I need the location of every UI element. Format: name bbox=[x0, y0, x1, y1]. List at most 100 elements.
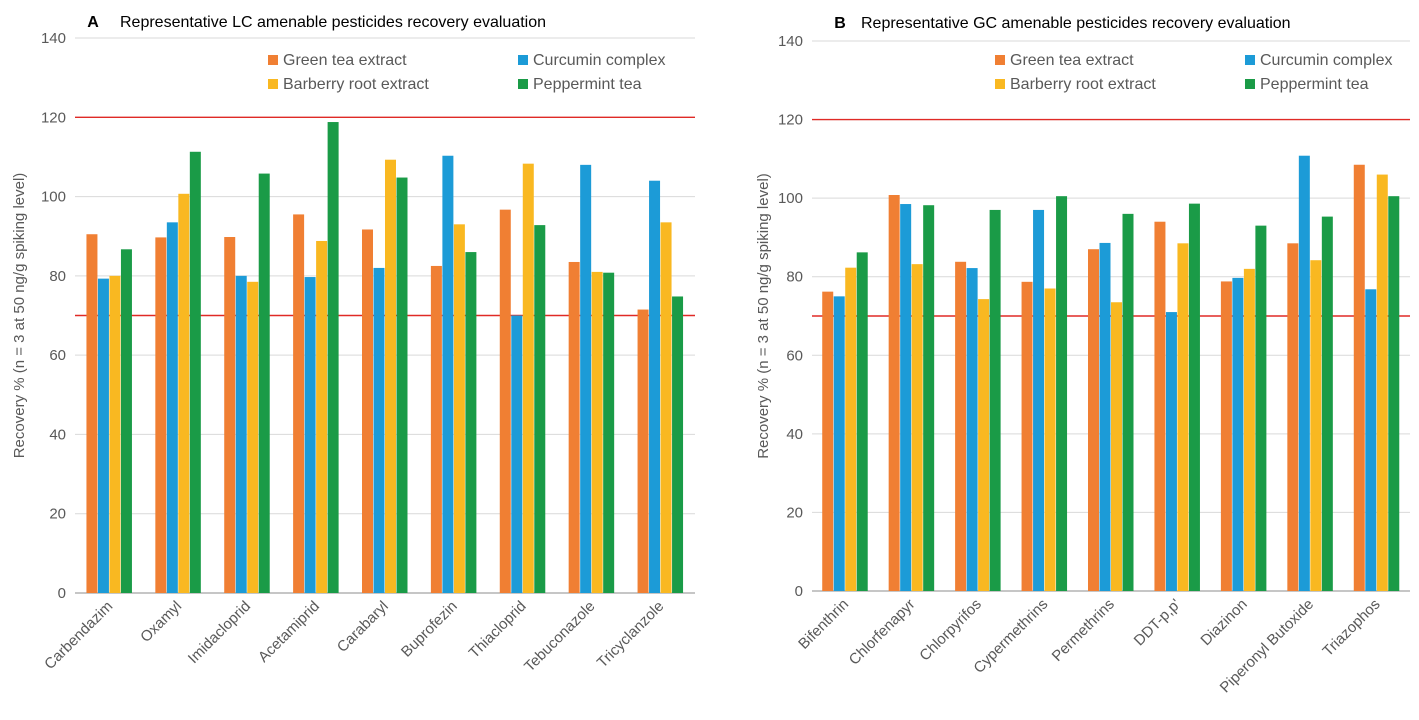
panel-letter: B bbox=[834, 15, 846, 32]
x-tick-label: Tricyclanzole bbox=[594, 598, 668, 672]
x-tick-label: Acetamiprid bbox=[255, 598, 323, 666]
y-tick-label: 0 bbox=[58, 585, 66, 602]
bar-piperonyl-butoxide-curcumin-complex bbox=[1298, 155, 1310, 591]
bar-permethrins-green-tea-extract bbox=[1088, 249, 1099, 591]
legend-label-green-tea-extract: Green tea extract bbox=[283, 52, 407, 69]
y-tick-label: 80 bbox=[786, 269, 803, 286]
x-tick-label: Triazophos bbox=[1320, 596, 1384, 660]
bar-tricyclanzole-green-tea-extract bbox=[637, 309, 649, 593]
bar-piperonyl-butoxide-green-tea-extract bbox=[1287, 243, 1299, 592]
bar-bifenthrin-green-tea-extract bbox=[822, 291, 834, 591]
bar-chlorpyrifos-peppermint-tea bbox=[989, 209, 1001, 591]
bar-buprofezin-green-tea-extract bbox=[430, 265, 442, 593]
legend: Green tea extract Curcumin complex Barberr… bbox=[268, 52, 665, 93]
bar-cypermethrins-barberry-root-extract bbox=[1044, 288, 1056, 591]
legend-label-green-tea-extract: Green tea extract bbox=[1010, 52, 1134, 69]
legend-swatch-curcumin-complex bbox=[1245, 55, 1255, 65]
bar-imidacloprid-peppermint-tea bbox=[258, 173, 270, 594]
panel-letter: A bbox=[87, 14, 99, 31]
bar-carbendazim-barberry-root-extract bbox=[109, 275, 121, 593]
bar-tebuconazole-barberry-root-extract bbox=[591, 271, 603, 593]
bar-triazophos-peppermint-tea bbox=[1388, 196, 1400, 591]
bar-chlorpyrifos-curcumin-complex bbox=[966, 268, 978, 591]
x-tick-label: Diazinon bbox=[1197, 596, 1250, 649]
chart-title: Representative LC amenable pesticides re… bbox=[120, 14, 546, 31]
legend-swatch-green-tea-extract bbox=[995, 55, 1005, 65]
bar-permethrins-peppermint-tea bbox=[1122, 213, 1134, 591]
bar-chlorfenapyr-curcumin-complex bbox=[900, 204, 912, 592]
bar-thiacloprid-peppermint-tea bbox=[534, 225, 546, 593]
bar-thiacloprid-green-tea-extract bbox=[499, 209, 511, 593]
bar-ddt-p-p-barberry-root-extract bbox=[1177, 243, 1189, 592]
bar-acetamiprid-curcumin-complex bbox=[304, 277, 316, 593]
x-tick-label: Buprofezin bbox=[398, 598, 461, 661]
x-tick-label: Imidacloprid bbox=[185, 598, 254, 667]
y-tick-label: 140 bbox=[778, 33, 803, 50]
bar-triazophos-barberry-root-extract bbox=[1376, 174, 1388, 592]
bar-tebuconazole-curcumin-complex bbox=[580, 164, 592, 593]
legend-label-curcumin-complex: Curcumin complex bbox=[533, 52, 665, 69]
bar-tricyclanzole-barberry-root-extract bbox=[660, 222, 672, 593]
bar-cypermethrins-curcumin-complex bbox=[1033, 209, 1045, 591]
x-tick-label: Tebuconazole bbox=[521, 598, 598, 675]
legend-swatch-peppermint-tea bbox=[518, 79, 528, 89]
legend-swatch-barberry-root-extract bbox=[995, 79, 1005, 89]
x-tick-label: Thiacloprid bbox=[466, 598, 530, 662]
x-tick-label: DDT-p,p' bbox=[1131, 596, 1185, 650]
bar-chlorfenapyr-barberry-root-extract bbox=[911, 264, 923, 591]
legend-label-peppermint-tea: Peppermint tea bbox=[533, 76, 642, 93]
bar-carbendazim-peppermint-tea bbox=[120, 249, 132, 593]
x-tick-label: Carabaryl bbox=[334, 598, 392, 656]
bar-piperonyl-butoxide-barberry-root-extract bbox=[1310, 260, 1322, 591]
bar-chlorfenapyr-peppermint-tea bbox=[923, 205, 935, 591]
bar-carabaryl-barberry-root-extract bbox=[385, 159, 396, 594]
y-tick-label: 20 bbox=[786, 504, 803, 521]
y-tick-label: 40 bbox=[49, 426, 66, 443]
bar-carabaryl-green-tea-extract bbox=[362, 229, 373, 593]
legend-label-barberry-root-extract: Barberry root extract bbox=[283, 76, 429, 93]
bar-bifenthrin-curcumin-complex bbox=[833, 296, 845, 591]
legend-label-peppermint-tea: Peppermint tea bbox=[1260, 76, 1369, 93]
bar-ddt-p-p-curcumin-complex bbox=[1165, 312, 1177, 591]
bar-acetamiprid-peppermint-tea bbox=[327, 122, 339, 594]
bar-thiacloprid-curcumin-complex bbox=[511, 315, 523, 593]
bar-buprofezin-barberry-root-extract bbox=[453, 224, 465, 594]
bar-permethrins-curcumin-complex bbox=[1099, 242, 1111, 591]
legend-label-barberry-root-extract: Barberry root extract bbox=[1010, 76, 1156, 93]
x-tick-label: Bifenthrin bbox=[795, 596, 852, 653]
bar-acetamiprid-green-tea-extract bbox=[293, 214, 305, 594]
bar-buprofezin-curcumin-complex bbox=[442, 155, 454, 593]
y-tick-label: 60 bbox=[49, 347, 66, 364]
bar-triazophos-curcumin-complex bbox=[1365, 289, 1377, 591]
bar-ddt-p-p-green-tea-extract bbox=[1154, 221, 1166, 591]
bar-oxamyl-curcumin-complex bbox=[166, 222, 178, 593]
x-tick-label: Oxamyl bbox=[137, 598, 185, 646]
y-tick-label: 40 bbox=[786, 426, 803, 443]
legend-swatch-green-tea-extract bbox=[268, 55, 278, 65]
legend-label-curcumin-complex: Curcumin complex bbox=[1260, 52, 1392, 69]
y-tick-label: 120 bbox=[778, 112, 803, 129]
bar-tricyclanzole-peppermint-tea bbox=[672, 296, 684, 593]
bar-oxamyl-barberry-root-extract bbox=[178, 193, 190, 593]
bar-piperonyl-butoxide-peppermint-tea bbox=[1321, 216, 1333, 591]
bar-diazinon-peppermint-tea bbox=[1255, 225, 1267, 591]
bar-carbendazim-green-tea-extract bbox=[86, 234, 98, 593]
legend-swatch-barberry-root-extract bbox=[268, 79, 278, 89]
bar-diazinon-green-tea-extract bbox=[1220, 281, 1232, 591]
bar-ddt-p-p-peppermint-tea bbox=[1188, 203, 1200, 591]
y-tick-label: 120 bbox=[41, 109, 66, 126]
bar-triazophos-green-tea-extract bbox=[1353, 164, 1365, 591]
bar-thiacloprid-barberry-root-extract bbox=[522, 163, 534, 594]
bar-permethrins-barberry-root-extract bbox=[1111, 302, 1122, 591]
bar-imidacloprid-green-tea-extract bbox=[224, 237, 236, 593]
bar-bifenthrin-peppermint-tea bbox=[856, 252, 868, 591]
x-tick-label: Carbendazim bbox=[41, 598, 116, 673]
bar-imidacloprid-barberry-root-extract bbox=[247, 281, 259, 593]
bar-bifenthrin-barberry-root-extract bbox=[845, 267, 857, 591]
bar-chlorfenapyr-green-tea-extract bbox=[888, 195, 900, 591]
bar-oxamyl-peppermint-tea bbox=[189, 151, 201, 593]
bar-diazinon-curcumin-complex bbox=[1232, 277, 1244, 591]
y-tick-label: 80 bbox=[49, 268, 66, 285]
